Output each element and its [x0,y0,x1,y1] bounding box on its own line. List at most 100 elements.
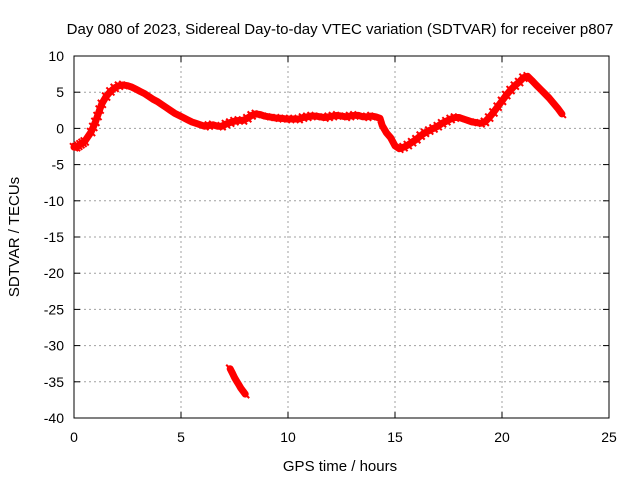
x-tick-label: 5 [177,429,185,445]
data-point [289,114,300,124]
data-point [285,114,295,124]
data-point [109,83,120,93]
data-point [75,139,86,150]
data-point [454,112,464,123]
data-point [323,112,334,122]
grid-lines [74,56,609,418]
data-point [484,112,494,123]
data-point [398,142,409,152]
data-point [94,104,105,115]
data-point [186,117,197,127]
data-point [557,109,567,119]
data-point [216,121,227,131]
data-series [69,71,567,399]
x-tick-label: 10 [280,429,296,445]
data-point [501,90,511,100]
y-axis-tick-labels: 10 5 0 -5 -10 -15 -20 -25 -30 -35 -40 [44,48,64,426]
data-point [437,118,447,129]
data-point [467,117,477,127]
data-point [349,110,360,121]
data-point [375,113,385,123]
data-point [131,84,141,95]
data-point [428,123,439,134]
data-point [433,121,443,131]
data-point [240,389,250,399]
data-point [204,120,214,131]
data-point [77,138,88,148]
y-tick-label: -30 [44,338,64,354]
data-point [90,117,101,127]
data-point [471,117,482,128]
data-point [341,112,351,122]
data-point [394,143,404,154]
y-tick-label: -35 [44,374,64,390]
data-point [450,112,460,123]
axis-ticks [73,55,610,419]
x-tick-label: 0 [70,429,78,445]
data-point [415,130,426,141]
data-point [242,113,253,123]
data-point [178,112,188,123]
data-point [345,111,355,121]
sdtvar-series-outlier [225,364,250,399]
data-point [114,80,124,91]
data-point [86,127,96,137]
data-point [493,101,503,112]
data-point [199,121,210,131]
data-point [281,114,291,124]
data-point [212,121,223,131]
data-point [480,117,490,127]
data-point [191,118,201,129]
data-point [403,140,413,150]
data-point [229,116,240,126]
data-point [97,99,107,109]
data-point [79,136,90,147]
y-tick-label: -5 [52,157,65,173]
y-tick-label: 0 [56,120,64,136]
data-point [229,372,240,383]
data-point [272,113,283,123]
data-point [227,368,238,378]
data-point [276,113,287,123]
data-point [238,115,248,126]
data-point [122,80,133,91]
data-point [518,73,529,83]
data-point [298,112,308,123]
y-tick-label: -20 [44,265,64,281]
data-point [306,111,317,121]
data-point [105,86,116,97]
data-point [231,376,242,386]
data-point [488,107,499,118]
y-tick-label: 10 [48,48,64,64]
data-point [118,80,128,90]
data-point [353,110,364,121]
data-point [174,110,184,121]
data-point [441,116,452,126]
data-point [463,115,473,126]
data-point [315,112,325,122]
data-point [386,133,396,143]
y-tick-label: -25 [44,301,64,317]
x-tick-label: 15 [387,429,403,445]
data-point [225,364,235,374]
data-point [420,128,430,138]
data-point [101,91,111,102]
data-point [552,103,563,113]
data-point [366,111,377,121]
data-point [293,114,304,124]
data-point [135,86,146,97]
x-axis-title: GPS time / hours [283,458,397,475]
data-point [424,125,434,136]
data-point [69,142,79,152]
y-tick-label: -15 [44,229,64,245]
x-axis-tick-labels: 0 5 10 15 20 25 [70,429,617,445]
data-point [234,379,244,390]
data-point [311,111,321,121]
chart-title: Day 080 of 2023, Sidereal Day-to-day VTE… [67,21,614,38]
data-point [362,112,372,122]
data-point [358,112,368,122]
data-point [225,117,235,128]
data-point [127,82,137,92]
data-point [88,122,98,132]
data-point [148,94,158,105]
